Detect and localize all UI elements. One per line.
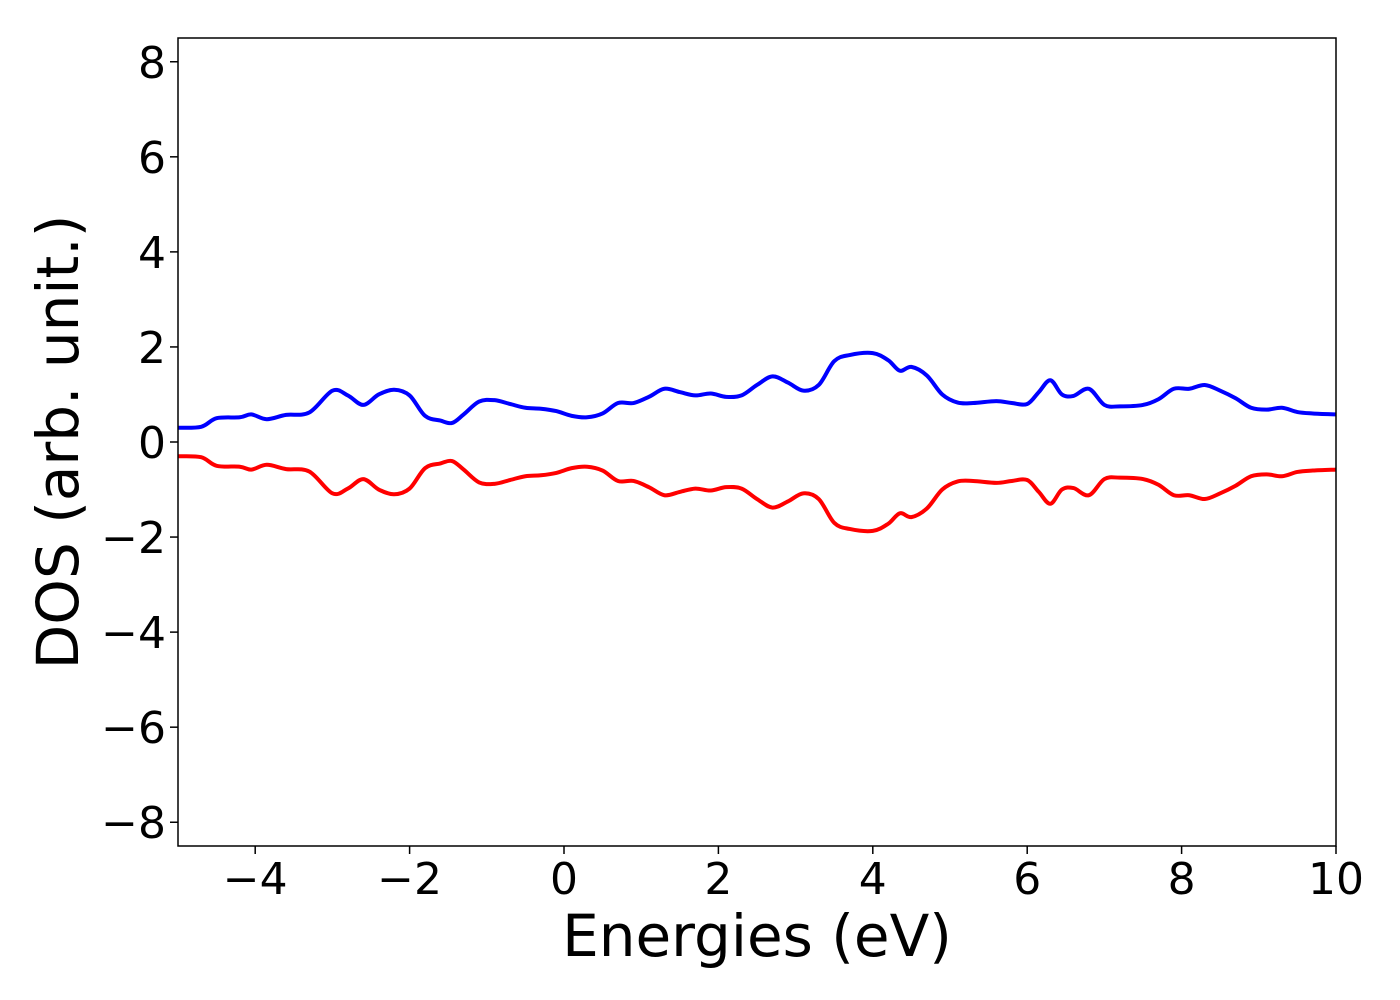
x-tick-label: −2 — [377, 854, 442, 905]
y-tick-label: 8 — [138, 38, 166, 89]
x-tick-label: 0 — [550, 854, 578, 905]
x-tick-label: 2 — [704, 854, 732, 905]
y-axis: −8 −6 −4 −2 0 2 4 6 8 — [101, 38, 178, 849]
series-line-2 — [177, 454, 1337, 534]
y-tick-label: −2 — [101, 513, 166, 564]
y-tick-label: 6 — [138, 133, 166, 184]
y-tick-label: 4 — [138, 228, 166, 279]
x-tick-label: 10 — [1308, 854, 1364, 905]
series-line-1 — [177, 350, 1337, 430]
series-layer — [177, 350, 1337, 534]
x-axis: −4 −2 0 2 4 6 8 10 — [223, 846, 1364, 905]
y-tick-label: −4 — [101, 608, 166, 659]
x-axis-title: Energies (eV) — [562, 902, 952, 970]
y-axis-title: DOS (arb. unit.) — [24, 215, 92, 670]
plot-frame — [177, 37, 1337, 847]
y-tick-label: 2 — [138, 323, 166, 374]
x-tick-label: 8 — [1168, 854, 1196, 905]
y-tick-label: −6 — [101, 703, 166, 754]
x-tick-label: 6 — [1013, 854, 1041, 905]
x-tick-label: −4 — [223, 854, 288, 905]
x-tick-label: 4 — [859, 854, 887, 905]
y-tick-label: −8 — [101, 798, 166, 849]
y-tick-label: 0 — [138, 418, 166, 469]
